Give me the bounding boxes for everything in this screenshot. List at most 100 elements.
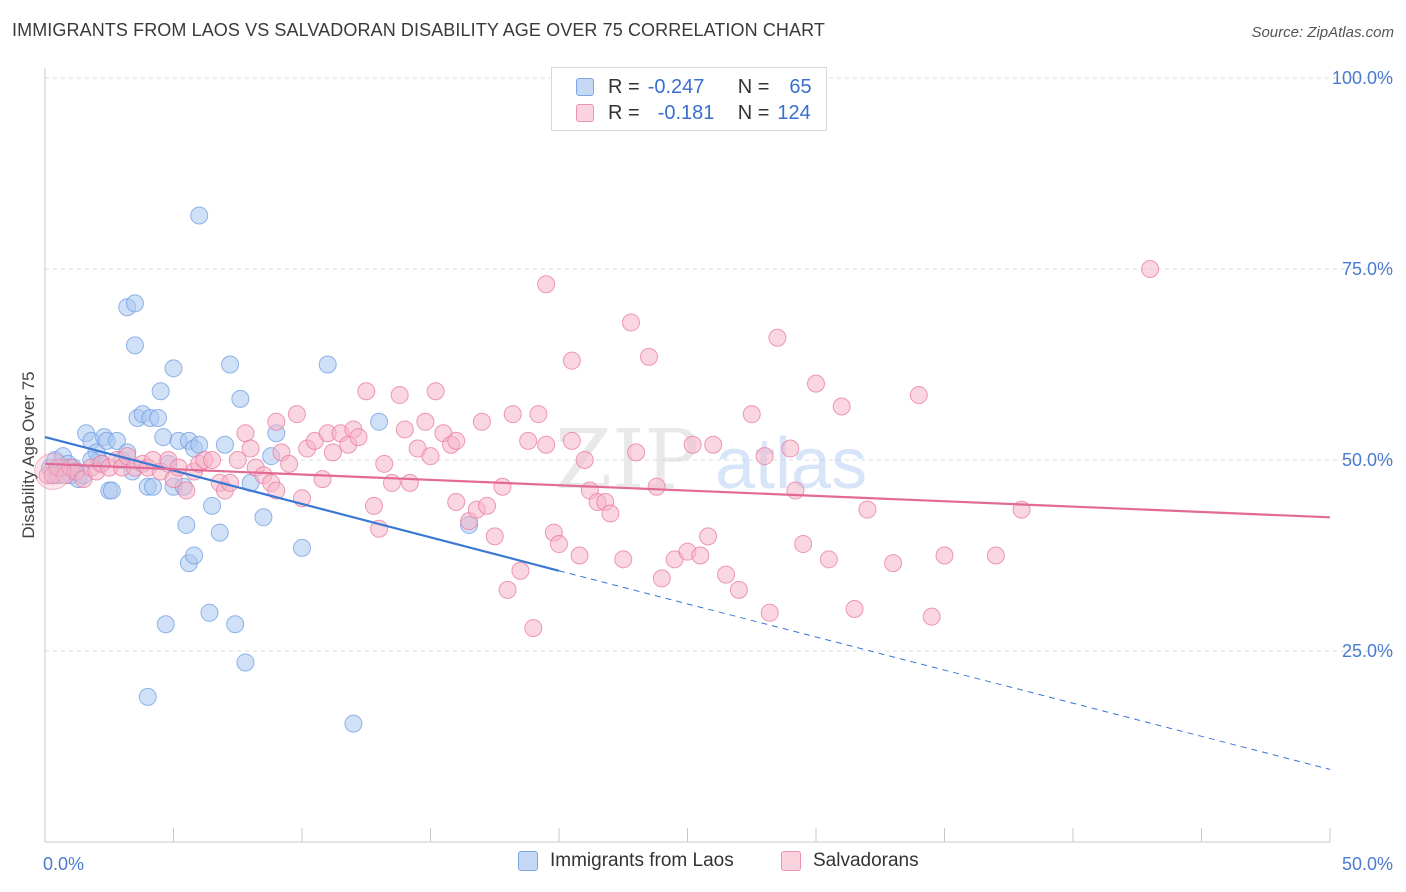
point-salvadorans (524, 619, 543, 638)
point-laos (344, 714, 363, 733)
point-salvadorans (742, 405, 761, 424)
point-laos (190, 206, 209, 225)
point-salvadorans (241, 439, 260, 458)
legend-swatch-salvadorans (576, 104, 594, 122)
point-salvadorans (652, 569, 671, 588)
point-laos (236, 653, 255, 672)
point-salvadorans (935, 546, 954, 565)
point-salvadorans (832, 397, 851, 416)
point-laos (164, 359, 183, 378)
point-salvadorans (639, 347, 658, 366)
stats-legend: R = -0.247 N = 65 R = -0.181 N = 124 (551, 67, 827, 131)
tick-labels: 25.0% 50.0% 75.0% 100.0% 0.0% 50.0% (43, 68, 1393, 874)
point-laos (156, 615, 175, 634)
point-laos (203, 496, 222, 515)
point-salvadorans (537, 435, 556, 454)
point-salvadorans (267, 481, 286, 500)
series-legend-laos: Immigrants from Laos (518, 850, 734, 872)
y-tick-label: 50.0% (1342, 450, 1393, 470)
point-salvadorans (511, 561, 530, 580)
point-salvadorans (986, 546, 1005, 565)
point-salvadorans (400, 473, 419, 492)
y-axis-label: Disability Age Over 75 (19, 371, 38, 538)
point-salvadorans (704, 435, 723, 454)
point-salvadorans (760, 603, 779, 622)
legend-n-value: 124 (777, 101, 811, 124)
point-salvadorans (447, 493, 466, 512)
point-salvadorans (858, 500, 877, 519)
point-salvadorans (498, 580, 517, 599)
point-laos (200, 603, 219, 622)
point-salvadorans (537, 275, 556, 294)
point-laos (154, 428, 173, 447)
point-salvadorans (323, 443, 342, 462)
legend-row-salvadorans: R = -0.181 N = 124 (576, 100, 811, 126)
legend-r-value: -0.247 (647, 75, 705, 98)
point-laos (185, 546, 204, 565)
point-salvadorans (364, 496, 383, 515)
trend-line-salvadorans (44, 462, 1331, 519)
point-laos (221, 355, 240, 374)
point-laos (177, 515, 196, 534)
point-salvadorans (884, 554, 903, 573)
point-salvadorans (421, 447, 440, 466)
legend-row-laos: R = -0.247 N = 65 (576, 74, 812, 100)
x-tick-label: 50.0% (1342, 854, 1393, 874)
legend-r-value: -0.181 (657, 101, 715, 124)
point-salvadorans (267, 412, 286, 431)
legend-n-value: 65 (789, 75, 812, 98)
point-salvadorans (755, 447, 774, 466)
point-salvadorans (699, 527, 718, 546)
legend-n-label: N = (737, 101, 770, 124)
point-laos (215, 435, 234, 454)
point-salvadorans (845, 599, 864, 618)
point-salvadorans (426, 382, 445, 401)
x-tick-label: 0.0% (43, 854, 84, 874)
point-laos (107, 431, 126, 450)
trend-line-laos-extrapolated (558, 570, 1331, 770)
point-salvadorans (503, 405, 522, 424)
point-laos (143, 477, 162, 496)
point-salvadorans (647, 477, 666, 496)
point-salvadorans (395, 420, 414, 439)
y-tick-label: 100.0% (1332, 68, 1393, 88)
point-salvadorans (614, 550, 633, 569)
trend-lines (44, 436, 1331, 770)
point-laos (370, 412, 389, 431)
point-salvadorans (819, 550, 838, 569)
point-salvadorans (280, 454, 299, 473)
point-cluster (34, 452, 72, 490)
point-laos (318, 355, 337, 374)
point-salvadorans (627, 443, 646, 462)
point-salvadorans (529, 405, 548, 424)
y-tick-label: 25.0% (1342, 641, 1393, 661)
point-salvadorans (1141, 260, 1160, 278)
point-salvadorans (550, 535, 568, 554)
point-salvadorans (472, 412, 491, 431)
point-salvadorans (357, 382, 376, 401)
point-laos (254, 508, 273, 527)
point-salvadorans (691, 546, 710, 565)
point-laos (125, 336, 144, 355)
point-laos (231, 389, 250, 408)
point-salvadorans (768, 328, 787, 347)
point-salvadorans (177, 481, 196, 500)
point-salvadorans (349, 428, 368, 447)
point-salvadorans (570, 546, 589, 565)
series-label-laos: Immigrants from Laos (550, 850, 734, 871)
trend-line-laos (44, 436, 560, 572)
point-salvadorans (447, 431, 466, 450)
point-salvadorans (493, 477, 512, 496)
point-salvadorans (717, 565, 736, 584)
point-salvadorans (228, 451, 247, 469)
point-laos (138, 687, 157, 706)
point-salvadorans (794, 535, 813, 554)
point-salvadorans (390, 386, 409, 405)
series-legend-salvadorans: Salvadorans (781, 850, 919, 872)
series-legend: Immigrants from Laos Salvadorans (0, 850, 1406, 878)
point-salvadorans (203, 451, 222, 469)
point-salvadorans (729, 580, 748, 599)
legend-swatch-laos (576, 78, 594, 96)
point-laos (210, 523, 229, 542)
